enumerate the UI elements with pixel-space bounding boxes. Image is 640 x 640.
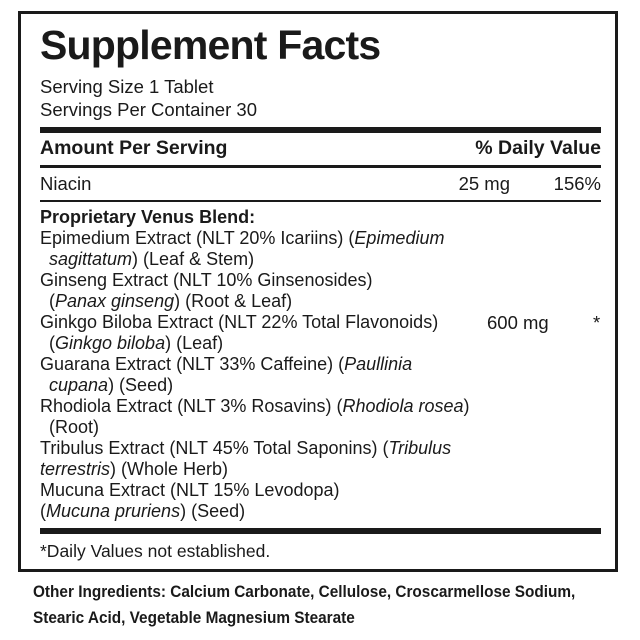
blend-line: (Mucuna pruriens) (Seed) bbox=[40, 501, 460, 522]
blend-line-tail: ) (Leaf & Stem) bbox=[132, 249, 255, 269]
blend-ingredient-list: Epimedium Extract (NLT 20% Icariins) (Ep… bbox=[40, 228, 470, 522]
column-header-row: Amount Per Serving % Daily Value bbox=[40, 133, 601, 165]
botanical-name: Rhodiola rosea bbox=[342, 396, 464, 416]
amount-per-serving-header: Amount Per Serving bbox=[40, 137, 228, 159]
rule-thick-top bbox=[40, 127, 601, 133]
serving-size: Serving Size 1 Tablet bbox=[40, 76, 214, 97]
blend-title: Proprietary Venus Blend: bbox=[40, 207, 256, 227]
blend-line-text: Epimedium Extract (NLT 20% Icariins) ( bbox=[40, 228, 355, 248]
proprietary-blend-section: Proprietary Venus Blend: Epimedium Extra… bbox=[40, 202, 601, 528]
blend-line-text: ( bbox=[49, 333, 55, 353]
blend-line: sagittatum) (Leaf & Stem) bbox=[40, 249, 460, 270]
rule-thick-bottom bbox=[40, 528, 601, 534]
blend-line-tail: ) (Seed) bbox=[180, 501, 246, 521]
botanical-name: sagittatum bbox=[49, 249, 133, 269]
blend-line-text: Ginkgo Biloba Extract (NLT 22% Total Fla… bbox=[40, 312, 439, 332]
blend-line-text: ( bbox=[49, 291, 55, 311]
botanical-name: Ginkgo biloba bbox=[55, 333, 166, 353]
blend-line-tail: ) (Seed) bbox=[108, 375, 174, 395]
blend-daily-value: * bbox=[593, 312, 601, 333]
nutrient-name: Niacin bbox=[40, 173, 92, 194]
blend-line-tail: ) bbox=[463, 396, 470, 416]
blend-line-text: Rhodiola Extract (NLT 3% Rosavins) ( bbox=[40, 396, 343, 416]
rule-under-column-header bbox=[40, 165, 601, 168]
botanical-name: Mucuna pruriens bbox=[46, 501, 181, 521]
blend-line-text: Mucuna Extract (NLT 15% Levodopa) bbox=[40, 480, 340, 500]
facts-panel: Supplement Facts Serving Size 1 Tablet S… bbox=[18, 11, 618, 572]
botanical-name: terrestris bbox=[40, 459, 111, 479]
botanical-name: Paullinia bbox=[344, 354, 413, 374]
botanical-name: Epimedium bbox=[354, 228, 445, 248]
blend-amount: 600 mg bbox=[487, 312, 549, 333]
nutrient-amount: 25 mg bbox=[458, 173, 510, 194]
blend-line: Ginkgo Biloba Extract (NLT 22% Total Fla… bbox=[40, 312, 460, 333]
blend-line: Epimedium Extract (NLT 20% Icariins) (Ep… bbox=[40, 228, 460, 249]
blend-line-tail: ) (Whole Herb) bbox=[110, 459, 229, 479]
other-ingredients: Other Ingredients: Calcium Carbonate, Ce… bbox=[33, 579, 582, 631]
botanical-name: cupana bbox=[49, 375, 109, 395]
table-row-niacin: Niacin 25 mg 156% bbox=[40, 168, 601, 200]
blend-line-tail: ) (Root & Leaf) bbox=[174, 291, 293, 311]
blend-line-text: ( bbox=[40, 501, 46, 521]
blend-line-text: Ginseng Extract (NLT 10% Ginsenosides) bbox=[40, 270, 373, 290]
blend-line: Mucuna Extract (NLT 15% Levodopa) bbox=[40, 480, 460, 501]
other-ingredients-line-2: Stearic Acid, Vegetable Magnesium Steara… bbox=[33, 609, 355, 627]
other-ingredients-line-1: Other Ingredients: Calcium Carbonate, Ce… bbox=[33, 583, 576, 601]
daily-value-header: % Daily Value bbox=[475, 137, 601, 159]
serving-info: Serving Size 1 Tablet Servings Per Conta… bbox=[40, 75, 601, 121]
blend-line: terrestris) (Whole Herb) bbox=[40, 459, 460, 480]
blend-line: (Ginkgo biloba) (Leaf) bbox=[40, 333, 460, 354]
botanical-name: Tribulus bbox=[388, 438, 452, 458]
daily-value-footnote: *Daily Values not established. bbox=[40, 541, 271, 561]
page-title: Supplement Facts bbox=[40, 22, 381, 68]
blend-line-text: Guarana Extract (NLT 33% Caffeine) ( bbox=[40, 354, 345, 374]
servings-per-container: Servings Per Container 30 bbox=[40, 99, 257, 120]
blend-line-text: Tribulus Extract (NLT 45% Total Saponins… bbox=[40, 438, 389, 458]
blend-line: Ginseng Extract (NLT 10% Ginsenosides) bbox=[40, 270, 460, 291]
blend-line: (Root) bbox=[40, 417, 460, 438]
blend-line: Rhodiola Extract (NLT 3% Rosavins) (Rhod… bbox=[40, 396, 470, 417]
blend-line: Tribulus Extract (NLT 45% Total Saponins… bbox=[40, 438, 460, 459]
blend-line: Guarana Extract (NLT 33% Caffeine) (Paul… bbox=[40, 354, 460, 375]
botanical-name: Panax ginseng bbox=[55, 291, 175, 311]
facts-panel-content: Supplement Facts Serving Size 1 Tablet S… bbox=[40, 14, 601, 562]
blend-line-tail: ) (Leaf) bbox=[165, 333, 224, 353]
blend-line: (Panax ginseng) (Root & Leaf) bbox=[40, 291, 460, 312]
nutrient-daily-value: 156% bbox=[553, 173, 601, 194]
blend-line-text: (Root) bbox=[49, 417, 100, 437]
blend-line: cupana) (Seed) bbox=[40, 375, 460, 396]
rule-under-niacin bbox=[40, 200, 601, 202]
